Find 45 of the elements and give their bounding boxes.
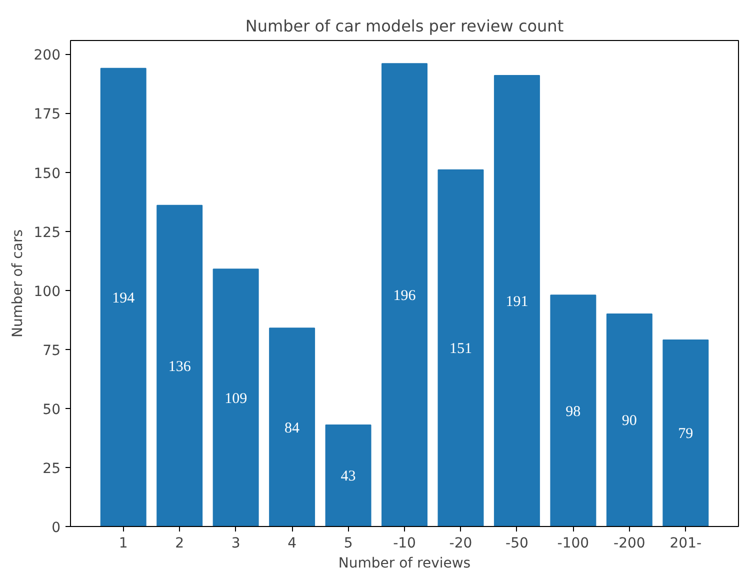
x-tick-label: -200 bbox=[614, 536, 646, 552]
y-tick-label: 150 bbox=[34, 166, 61, 182]
bar bbox=[662, 339, 709, 526]
y-tick-label: 50 bbox=[42, 402, 61, 418]
data-label: 196 bbox=[393, 288, 416, 304]
data-label: 109 bbox=[224, 390, 248, 407]
x-tick-label: -20 bbox=[449, 536, 472, 552]
y-tick-label: 100 bbox=[34, 284, 61, 300]
bar bbox=[212, 268, 259, 526]
y-tick-label: 125 bbox=[34, 224, 61, 241]
data-label: 136 bbox=[168, 358, 192, 375]
y-axis-title: Number of cars bbox=[10, 230, 26, 338]
data-label: 90 bbox=[622, 413, 637, 430]
bar bbox=[494, 74, 540, 526]
x-tick-label: 1 bbox=[118, 536, 128, 552]
bar bbox=[325, 424, 372, 526]
y-tick-label: 200 bbox=[34, 48, 61, 64]
data-label: 43 bbox=[340, 468, 356, 485]
x-tick-label: 3 bbox=[231, 536, 240, 552]
bar bbox=[438, 169, 484, 526]
y-tick-label: 75 bbox=[42, 342, 61, 359]
x-tick-label: 2 bbox=[175, 536, 184, 552]
y-tick-label: 0 bbox=[52, 520, 61, 536]
y-tick-label: 175 bbox=[34, 106, 61, 123]
x-tick-label: 201- bbox=[670, 536, 702, 552]
data-label: 194 bbox=[112, 290, 136, 306]
bar bbox=[550, 294, 596, 526]
bar bbox=[269, 328, 316, 526]
data-label: 151 bbox=[449, 341, 472, 358]
chart-title: Number of car models per review count bbox=[245, 16, 564, 36]
x-tick-label: -10 bbox=[393, 536, 416, 552]
y-tick-label: 25 bbox=[42, 460, 61, 477]
bar bbox=[606, 313, 652, 526]
bar bbox=[382, 63, 428, 526]
x-tick-label: -50 bbox=[506, 536, 528, 552]
data-label: 98 bbox=[566, 404, 581, 420]
bar bbox=[156, 204, 203, 526]
x-tick-label: 5 bbox=[344, 536, 353, 552]
data-label: 84 bbox=[284, 420, 300, 436]
data-label: 191 bbox=[506, 294, 528, 310]
x-tick-label: -100 bbox=[557, 536, 590, 552]
data-label: 79 bbox=[678, 426, 694, 442]
x-axis-title: Number of reviews bbox=[338, 556, 471, 572]
x-tick-label: 4 bbox=[288, 536, 297, 552]
bar bbox=[100, 68, 146, 526]
